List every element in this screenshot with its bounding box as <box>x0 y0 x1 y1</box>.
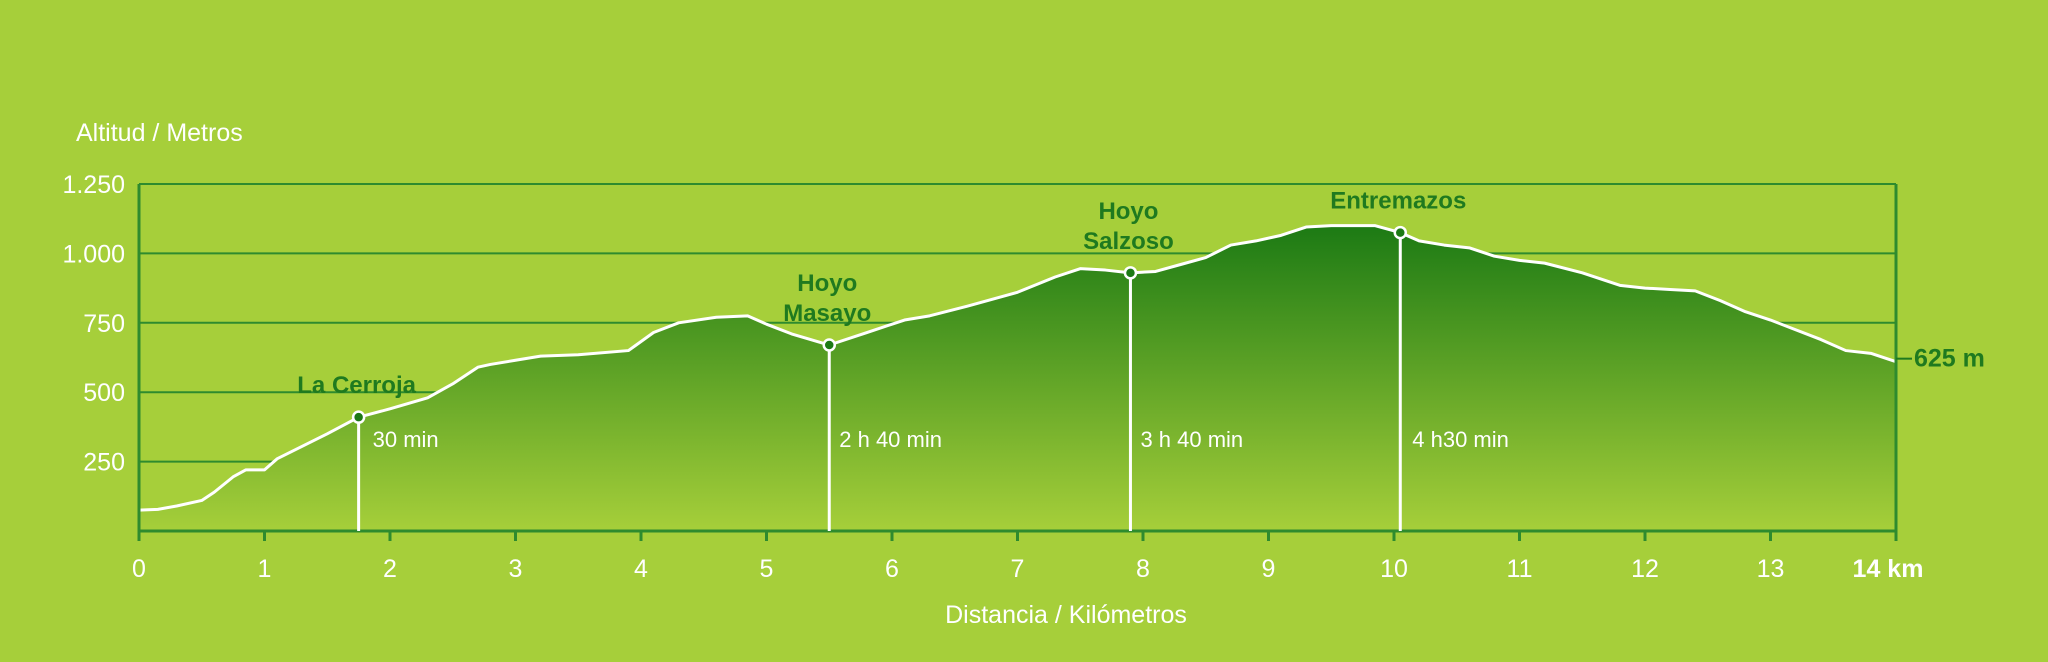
y-tick-label-250: 250 <box>83 449 125 477</box>
waypoint-2-name-line-0: Hoyo <box>1098 198 1158 225</box>
y-tick-label-1000: 1.000 <box>62 240 125 268</box>
x-tick-label-8: 8 <box>1136 555 1150 583</box>
x-tick-label-3: 3 <box>509 555 523 583</box>
x-tick-label-6: 6 <box>885 555 899 583</box>
waypoint-3-marker <box>1393 225 1408 240</box>
y-tick-label-750: 750 <box>83 310 125 338</box>
waypoint-2-time: 3 h 40 min <box>1140 427 1243 452</box>
x-tick-label-7: 7 <box>1011 555 1025 583</box>
x-tick-label-9: 9 <box>1262 555 1276 583</box>
waypoint-0-marker <box>351 410 366 424</box>
waypoint-2-name-line-1: Salzoso <box>1083 228 1174 255</box>
elevation-fill <box>139 225 1896 531</box>
x-tick-label-0: 0 <box>132 555 146 583</box>
x-tick-label-1: 1 <box>258 555 272 583</box>
x-tick-label-4: 4 <box>634 555 648 583</box>
waypoint-1-name-line-0: Hoyo <box>797 270 857 297</box>
waypoint-0-name-line-0: La Cerroja <box>297 372 416 399</box>
y-tick-label-1250: 1.250 <box>62 171 125 199</box>
waypoint-1-time: 2 h 40 min <box>839 427 942 452</box>
x-tick-label-13: 13 <box>1757 555 1785 583</box>
x-tick-label-2: 2 <box>383 555 397 583</box>
y-axis-title: Altitud / Metros <box>76 119 243 147</box>
x-tick-label-12: 12 <box>1631 555 1659 583</box>
waypoint-0-time: 30 min <box>373 427 439 452</box>
waypoint-1-name-line-1: Masayo <box>783 300 871 327</box>
y-tick-label-500: 500 <box>83 379 125 407</box>
x-axis-title: Distancia / Kilómetros <box>945 601 1187 629</box>
end-altitude-label: 625 m <box>1914 345 1985 373</box>
waypoint-1-marker <box>822 338 836 352</box>
x-tick-label-5: 5 <box>760 555 774 583</box>
waypoint-3-time: 4 h30 min <box>1412 427 1509 452</box>
waypoint-3-name-line-0: Entremazos <box>1330 188 1466 215</box>
axes <box>137 184 1912 541</box>
x-tick-label-10: 10 <box>1380 555 1408 583</box>
x-tick-label-11: 11 <box>1507 555 1533 583</box>
waypoint-2-marker <box>1123 266 1138 280</box>
x-tick-label-14: 14 km <box>1853 555 1924 583</box>
waypoint-markers <box>351 225 1408 531</box>
